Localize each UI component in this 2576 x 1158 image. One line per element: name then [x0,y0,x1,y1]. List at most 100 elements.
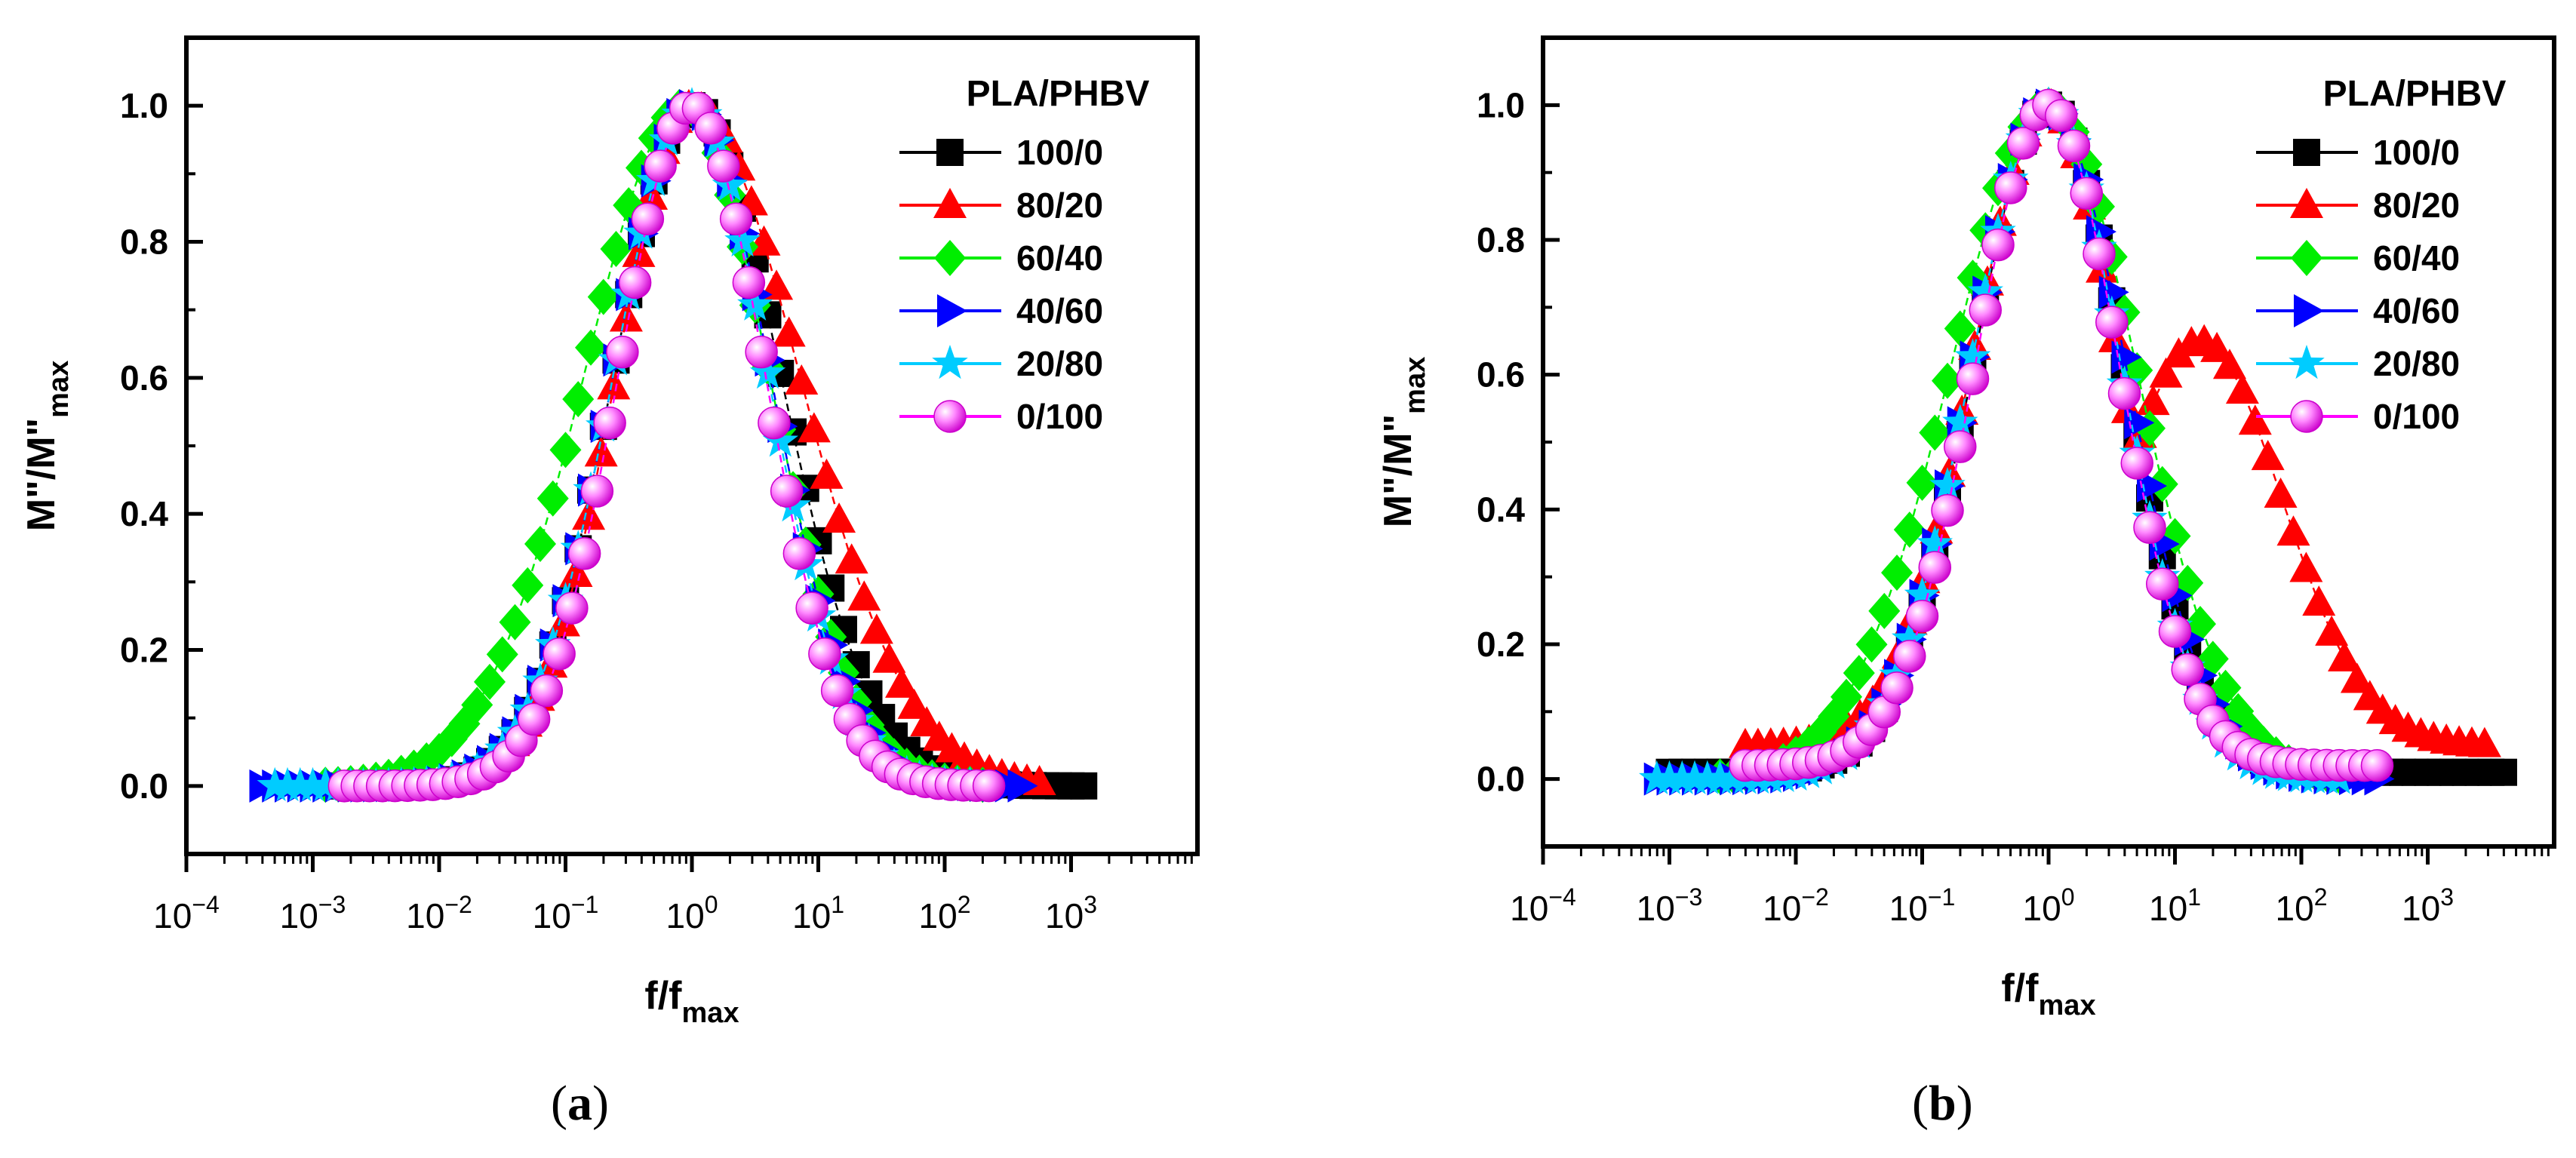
legend-label: 80/20 [1016,186,1103,225]
data-point [2225,373,2259,404]
data-point [762,422,798,457]
data-point [499,604,531,640]
data-point [524,525,556,562]
data-point [600,230,632,267]
legend-marker [936,139,964,166]
data-point [1701,760,1738,794]
data-point [2095,306,2129,339]
data-point [694,112,727,145]
data-point [2149,357,2183,388]
data-point [2124,406,2155,440]
y-tick-label: 0.4 [1477,490,1525,529]
data-point [822,502,856,533]
series-0-100 [1729,88,2394,782]
data-point [847,580,881,611]
data-point [486,636,518,673]
data-point [1070,772,1098,800]
data-point [2120,447,2153,480]
y-tick-label: 0.6 [120,358,168,398]
legend-marker [2290,400,2323,433]
caption-a-open: ( [551,1076,567,1131]
data-point [1880,671,1914,705]
data-point [269,766,306,802]
data-point [745,335,778,369]
data-point [2158,615,2192,648]
data-point [575,329,607,366]
legend-marker [933,188,967,218]
data-point [1881,554,1913,591]
data-point [562,381,595,418]
legend-marker [2291,240,2322,276]
data-point [719,202,753,236]
data-point [2196,640,2229,677]
data-point [2045,99,2078,132]
data-point [2328,641,2362,672]
data-point [2467,726,2501,757]
data-point [2136,385,2170,416]
caption-b-open: ( [1912,1076,1929,1131]
data-point [770,475,804,508]
data-point [2107,376,2141,410]
data-point [584,436,618,467]
data-point [797,412,831,443]
x-axis-title: f/fmax [644,974,739,1029]
x-axis-title: f/fmax [2001,966,2095,1021]
legend-marker [937,294,967,327]
data-point [1892,620,1928,655]
data-point [782,536,816,570]
caption-b: (b) [1912,1075,1973,1132]
data-point [810,458,844,489]
data-point [972,769,1006,803]
legend-label: 80/20 [2373,186,2460,225]
data-point [2209,669,2242,706]
data-point [567,536,601,570]
data-point [1855,626,1888,663]
series-line [350,105,1040,788]
y-axis-title: M"/M"max [1376,357,1431,527]
legend-label: 0/100 [2373,397,2460,436]
y-tick-label: 0.2 [1477,625,1525,664]
legend-label: 40/60 [2373,291,2460,330]
y-tick-label: 0.6 [1477,355,1525,395]
caption-a: (a) [551,1075,609,1132]
chart-panel-a: 0.0 0.2 0.4 0.6 0.8 1.0 10−4 10−3 10−2 10−1 100 101… [20,35,1200,1029]
x-tick-label: 101 [792,891,844,935]
legend-marker [2290,188,2323,218]
data-point [737,286,773,321]
data-point [1007,769,1038,803]
legend-label: 40/60 [1016,291,1103,330]
data-point [1639,760,1675,794]
data-point [712,167,748,201]
data-point [606,335,639,369]
x-tick-label: 100 [666,891,718,935]
data-point [1843,655,1875,692]
data-point [644,149,677,183]
data-point [1944,430,1977,463]
data-point [1651,760,1688,794]
x-tick-label: 10−3 [280,891,346,935]
x-tick-label: 102 [919,891,971,935]
data-point [749,354,786,389]
data-point [2057,129,2091,163]
data-point [859,613,893,644]
data-point [2006,127,2040,160]
data-point [294,766,331,802]
data-point [512,567,544,604]
data-point [2212,349,2246,379]
data-point [2340,662,2374,693]
data-point [772,316,806,347]
data-point [555,591,589,625]
data-point [1714,760,1751,794]
caption-b-close: ) [1956,1076,1973,1131]
data-point [593,406,626,440]
data-point [517,702,551,736]
data-point [897,688,931,719]
y-tick-label: 0.8 [1477,220,1525,260]
data-point [1981,228,2015,262]
legend-label: 20/80 [1016,344,1103,383]
data-point [1954,338,1991,373]
y-tick-label: 1.0 [1477,85,1525,124]
data-point [559,556,593,587]
data-point [1956,362,1990,395]
